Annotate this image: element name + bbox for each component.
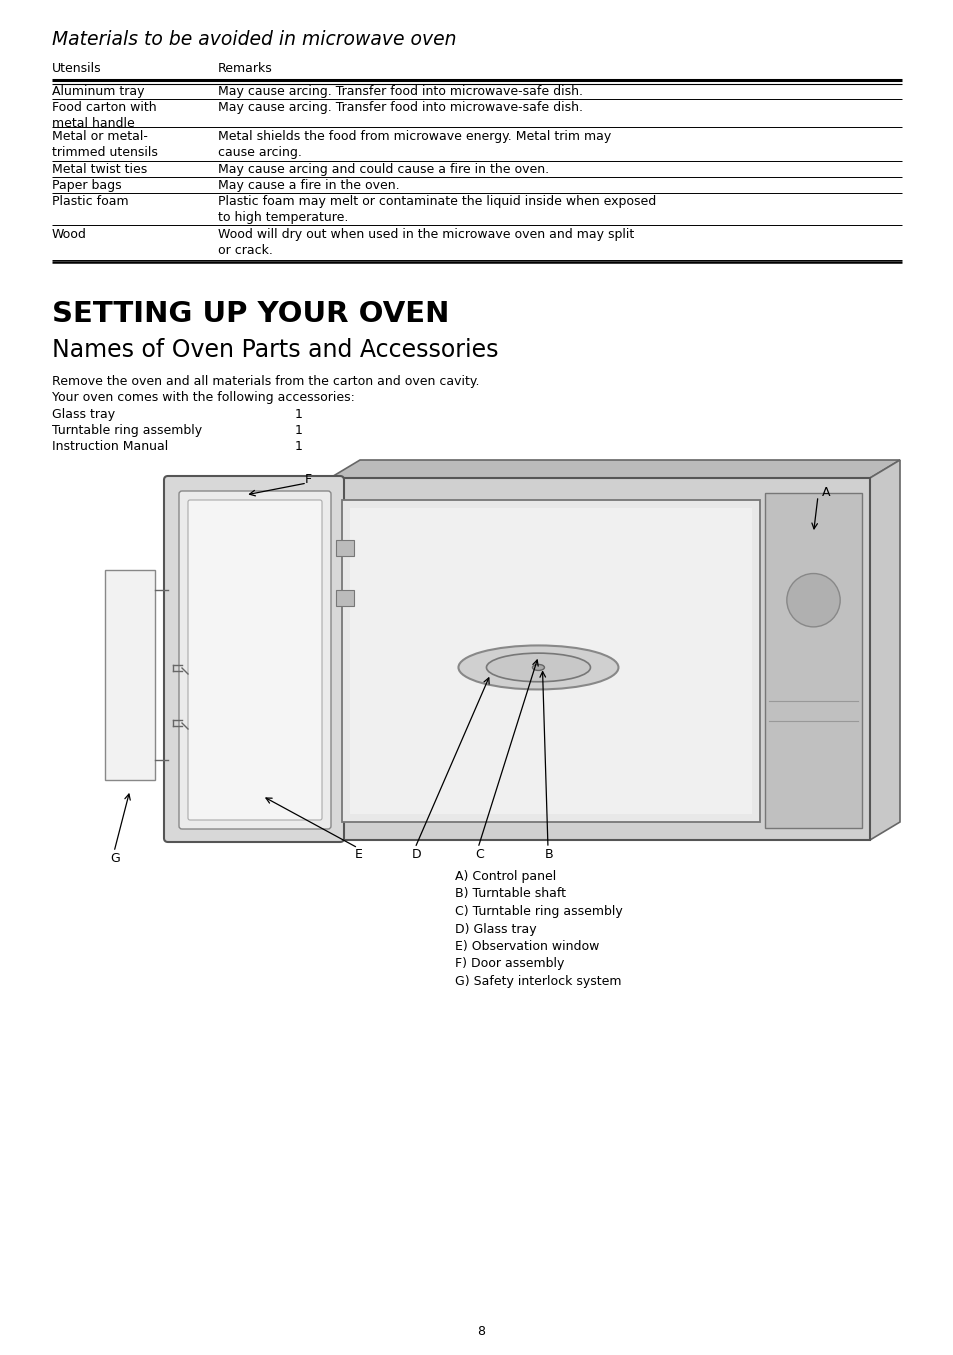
- Text: Food carton with
metal handle: Food carton with metal handle: [52, 102, 156, 130]
- Text: Metal or metal-
trimmed utensils: Metal or metal- trimmed utensils: [52, 130, 157, 159]
- Text: 1: 1: [294, 424, 302, 438]
- Text: A: A: [821, 486, 830, 499]
- Text: 8: 8: [476, 1325, 484, 1337]
- Text: B) Turntable shaft: B) Turntable shaft: [455, 888, 565, 901]
- Text: G) Safety interlock system: G) Safety interlock system: [455, 976, 620, 988]
- FancyBboxPatch shape: [164, 476, 344, 841]
- Text: Plastic foam may melt or contaminate the liquid inside when exposed
to high temp: Plastic foam may melt or contaminate the…: [218, 195, 656, 224]
- Text: Utensils: Utensils: [52, 62, 102, 75]
- Text: Remarks: Remarks: [218, 62, 273, 75]
- Text: SETTING UP YOUR OVEN: SETTING UP YOUR OVEN: [52, 299, 449, 328]
- Polygon shape: [869, 459, 899, 840]
- Text: Paper bags: Paper bags: [52, 179, 121, 192]
- Text: Aluminum tray: Aluminum tray: [52, 85, 144, 98]
- Bar: [335, 541, 354, 556]
- Text: Plastic foam: Plastic foam: [52, 195, 129, 209]
- Text: May cause a fire in the oven.: May cause a fire in the oven.: [218, 179, 399, 192]
- Bar: [764, 493, 862, 828]
- Ellipse shape: [486, 653, 590, 682]
- Text: Wood: Wood: [52, 228, 87, 241]
- Text: C: C: [475, 848, 483, 860]
- Text: Turntable ring assembly: Turntable ring assembly: [52, 424, 202, 438]
- Ellipse shape: [786, 573, 840, 627]
- Text: Names of Oven Parts and Accessories: Names of Oven Parts and Accessories: [52, 337, 498, 362]
- Bar: [330, 478, 869, 840]
- Text: Wood will dry out when used in the microwave oven and may split
or crack.: Wood will dry out when used in the micro…: [218, 228, 634, 257]
- Text: C) Turntable ring assembly: C) Turntable ring assembly: [455, 905, 622, 917]
- Polygon shape: [330, 459, 899, 478]
- Text: Metal shields the food from microwave energy. Metal trim may
cause arcing.: Metal shields the food from microwave en…: [218, 130, 611, 159]
- Text: D) Glass tray: D) Glass tray: [455, 923, 536, 935]
- FancyBboxPatch shape: [188, 500, 322, 820]
- Text: A) Control panel: A) Control panel: [455, 870, 556, 883]
- Text: Materials to be avoided in microwave oven: Materials to be avoided in microwave ove…: [52, 30, 456, 49]
- Text: Instruction Manual: Instruction Manual: [52, 440, 168, 453]
- Text: F) Door assembly: F) Door assembly: [455, 958, 564, 970]
- Text: May cause arcing. Transfer food into microwave-safe dish.: May cause arcing. Transfer food into mic…: [218, 85, 582, 98]
- Bar: [350, 508, 751, 814]
- Bar: [105, 570, 154, 780]
- Text: F: F: [305, 473, 312, 486]
- Bar: [341, 500, 760, 822]
- Text: E: E: [355, 848, 362, 860]
- Text: Remove the oven and all materials from the carton and oven cavity.: Remove the oven and all materials from t…: [52, 375, 479, 388]
- Text: Glass tray: Glass tray: [52, 408, 115, 421]
- Text: Your oven comes with the following accessories:: Your oven comes with the following acces…: [52, 392, 355, 404]
- Text: May cause arcing. Transfer food into microwave-safe dish.: May cause arcing. Transfer food into mic…: [218, 102, 582, 114]
- Text: 1: 1: [294, 440, 302, 453]
- Text: G: G: [110, 852, 120, 864]
- Text: 1: 1: [294, 408, 302, 421]
- Ellipse shape: [458, 645, 618, 690]
- Bar: [335, 589, 354, 606]
- Text: May cause arcing and could cause a fire in the oven.: May cause arcing and could cause a fire …: [218, 163, 549, 176]
- Ellipse shape: [532, 664, 544, 671]
- Text: Metal twist ties: Metal twist ties: [52, 163, 147, 176]
- Text: B: B: [544, 848, 553, 860]
- Text: D: D: [412, 848, 421, 860]
- Text: E) Observation window: E) Observation window: [455, 940, 598, 953]
- FancyBboxPatch shape: [179, 491, 331, 829]
